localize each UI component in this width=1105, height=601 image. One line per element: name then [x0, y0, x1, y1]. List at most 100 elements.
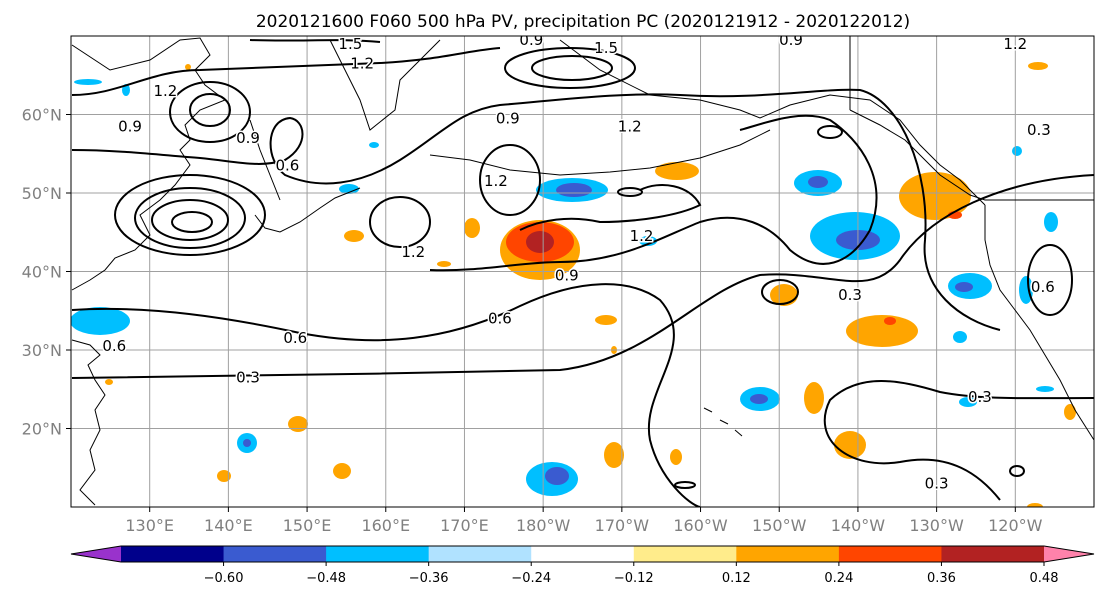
- contour-label: 0.6: [275, 157, 299, 175]
- lon-tick-label: 160°E: [361, 516, 410, 535]
- lon-tick-label: 130°W: [909, 516, 964, 535]
- contour-1.5: [249, 39, 381, 43]
- contour-label: 1.2: [618, 117, 642, 135]
- contour-label: 1.2: [1003, 35, 1027, 53]
- colorbar-label: 0.48: [1030, 571, 1059, 586]
- contour-high-pv-closed: [169, 81, 251, 143]
- contour-0.6-north: [71, 88, 1001, 331]
- colorbar-label: −0.36: [409, 571, 449, 586]
- neg-anomaly-blob: [74, 79, 1054, 407]
- colorbar-segment: [326, 546, 430, 562]
- lon-tick-label: 170°W: [595, 516, 650, 535]
- latitude-ticks: 60°N 50°N 40°N 30°N 20°N: [22, 106, 71, 439]
- lon-tick-label: 130°E: [125, 516, 174, 535]
- contour-1.2: [519, 184, 702, 231]
- pv-contours: [71, 39, 1094, 507]
- colorbar-segment: [736, 546, 840, 562]
- contour-label: 1.2: [630, 227, 654, 245]
- contour-closed-small: [674, 481, 696, 489]
- na-west-coast: [984, 205, 1094, 441]
- contour-high-pv-closed: [504, 47, 636, 89]
- contour-0.9: [429, 114, 878, 272]
- contour-labels: 1.51.20.9 1.5 0.9 1.21.20.90.90.60.9 1.21.21…: [101, 31, 1056, 494]
- colorbar-label: −0.12: [614, 571, 654, 586]
- colorbar-label: −0.24: [511, 571, 551, 586]
- neg-anomaly-blob: [71, 307, 130, 335]
- colorbar-label: 0.36: [927, 571, 956, 586]
- lon-tick-label: 140°W: [831, 516, 886, 535]
- lat-tick-label: 40°N: [22, 263, 62, 282]
- lon-tick-label: 160°W: [673, 516, 728, 535]
- neg-anomaly-blob: [1044, 212, 1058, 232]
- colorbar-segment: [838, 546, 942, 562]
- contour-1.2-north: [71, 47, 501, 96]
- contour-closed-1.2: [479, 144, 541, 216]
- contour-closed-small: [1009, 465, 1025, 477]
- contour-label: 1.5: [594, 39, 618, 57]
- neg-anomaly-blob: [948, 273, 992, 299]
- contour-high-pv-closed: [134, 187, 246, 249]
- pos-anomaly-blob: [899, 172, 971, 220]
- contour-label: 1.2: [154, 82, 178, 100]
- contour-label: 0.9: [118, 117, 142, 135]
- lon-tick-label: 140°E: [204, 516, 253, 535]
- china-coast: [71, 339, 106, 506]
- lat-tick-label: 20°N: [22, 420, 62, 439]
- contour-closed-small: [617, 187, 643, 197]
- hawaii-islands: [703, 407, 743, 437]
- contour-closed-0.6: [1027, 244, 1073, 316]
- contour-0.3-south: [823, 380, 1094, 501]
- contour-label: 0.3: [236, 368, 260, 386]
- contour-label: 1.2: [484, 172, 508, 190]
- colorbar-segment: [941, 546, 1045, 562]
- contour-label: 0.6: [1031, 278, 1055, 296]
- sakhalin-coastline: [249, 119, 281, 201]
- neg-anomaly-blob: [740, 387, 780, 411]
- contour-label: 0.9: [779, 31, 803, 49]
- colorbar: −0.60 −0.48 −0.36 −0.24 −0.12 0.12 0.24 0.36 0.4…: [70, 545, 1095, 586]
- colorbar-segment: [633, 546, 737, 562]
- lon-tick-label: 170°E: [440, 516, 489, 535]
- kamchatka-coastline: [329, 39, 441, 131]
- lon-tick-label: 150°E: [283, 516, 332, 535]
- pos-anomaly-blob: [846, 315, 918, 347]
- contour-0.6: [71, 283, 701, 507]
- lat-tick-label: 50°N: [22, 184, 62, 203]
- lat-tick-label: 30°N: [22, 341, 62, 360]
- japan-coastline: [254, 187, 361, 233]
- neg-anomaly-blob: [536, 178, 608, 202]
- contour-closed-small: [817, 125, 843, 139]
- neg-anomaly-blob: [1019, 276, 1033, 304]
- lon-tick-label: 150°W: [752, 516, 807, 535]
- asia-coastline: [71, 37, 227, 291]
- lat-tick-label: 60°N: [22, 106, 62, 125]
- neg-anomaly-blob: [526, 462, 578, 496]
- colorbar-label: 0.12: [722, 571, 751, 586]
- colorbar-segment: [121, 546, 225, 562]
- colorbar-label: 0.24: [824, 571, 853, 586]
- contour-label: 0.3: [1027, 121, 1051, 139]
- lon-tick-label: 180°W: [516, 516, 571, 535]
- contour-label: 0.9: [496, 109, 520, 127]
- contour-label: 0.9: [519, 31, 543, 49]
- colorbar-label: −0.60: [204, 571, 244, 586]
- contour-label: 0.6: [283, 329, 307, 347]
- colorbar-segment: [428, 546, 532, 562]
- contour-closed-0.3: [761, 279, 799, 305]
- colorbar-extend-high: [1044, 546, 1094, 562]
- contour-0.3: [71, 174, 1094, 379]
- contour-label: 0.3: [925, 474, 949, 492]
- colorbar-extend-low: [71, 546, 121, 562]
- contour-label: 0.9: [236, 129, 260, 147]
- neg-anomaly-blob: [237, 433, 257, 453]
- contour-label: 1.2: [350, 54, 374, 72]
- contour-high-pv-closed: [531, 55, 613, 81]
- contour-closed-1.2: [369, 196, 431, 248]
- contour-label: 0.9: [555, 266, 579, 284]
- neg-anomaly-blob: [794, 170, 842, 196]
- contour-label: 0.6: [102, 337, 126, 355]
- contour-label: 1.5: [338, 35, 362, 53]
- figure-title: 2020121600 F060 500 hPa PV, precipitatio…: [256, 12, 910, 32]
- contour-label: 0.3: [968, 388, 992, 406]
